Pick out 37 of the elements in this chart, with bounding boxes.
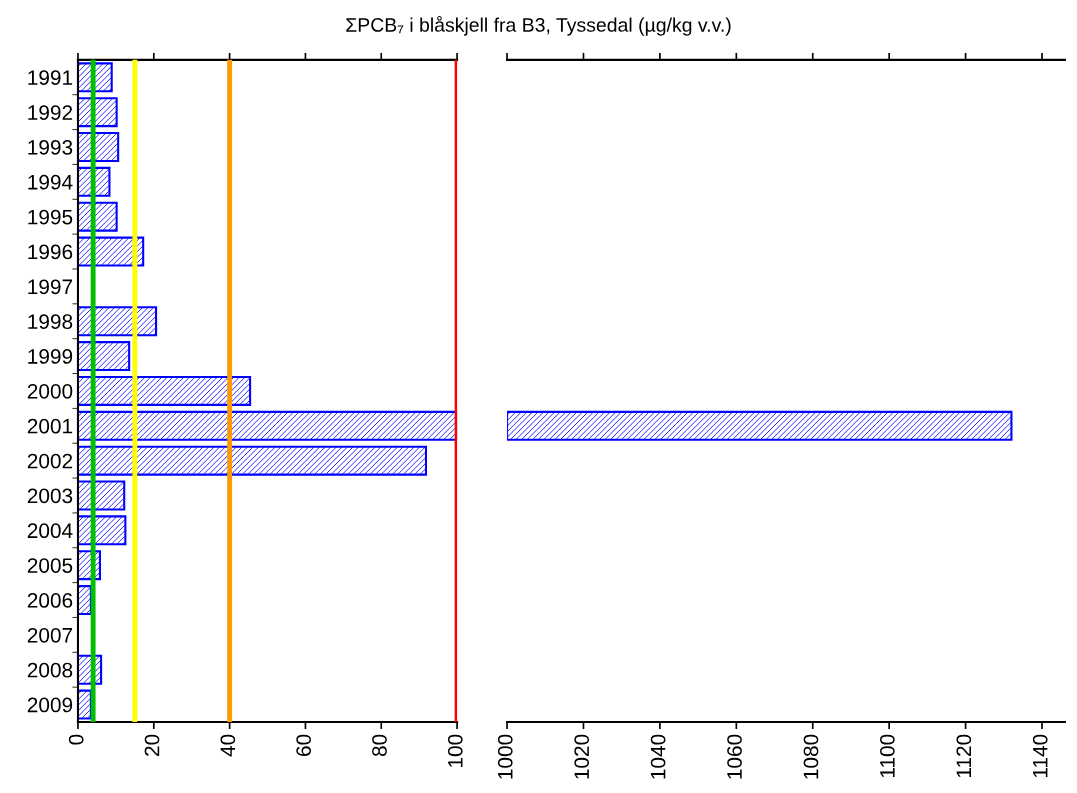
y-tick-label: 1995	[28, 209, 73, 225]
y-tick-label: 2000	[27, 383, 73, 399]
bar	[77, 410, 458, 441]
x-tick-label: 1040	[650, 734, 666, 779]
x-tick-label: 1000	[497, 734, 513, 779]
y-tick-label: 1998	[28, 314, 73, 329]
y-tick-label: 2008	[27, 662, 73, 678]
y-tick-label: 2001	[27, 418, 73, 434]
x-tick-label: 1060	[727, 734, 742, 779]
y-tick-label: 1996	[28, 244, 73, 260]
y-tick-label: 1992	[28, 105, 73, 120]
bar	[77, 375, 252, 406]
y-tick-label: 2006	[27, 593, 73, 608]
x-tick-label: 80	[372, 734, 387, 757]
y-tick-label: 2002	[27, 453, 73, 469]
y-tick-label: 2004	[27, 523, 73, 539]
x-tick-label: 1020	[574, 734, 590, 779]
bar	[77, 445, 428, 476]
x-tick-label: 60	[296, 734, 312, 756]
x-tick-label: 1080	[803, 734, 819, 779]
x-tick-label: 100	[447, 734, 463, 767]
x-tick-label: 20	[144, 734, 160, 756]
y-tick-label: 1999	[28, 349, 73, 364]
x-tick-label: 0	[68, 734, 84, 745]
y-tick-label: 1991	[28, 70, 73, 86]
text: ΣPCB₇ i blåskjell fra B3, Tyssedal (µg/kg v.v.)	[346, 15, 731, 36]
y-tick-label: 2007	[27, 627, 73, 643]
y-tick-label: 1997	[28, 279, 73, 295]
x-tick-label: 1100	[880, 734, 895, 778]
y-tick-label: 2005	[27, 558, 73, 573]
x-tick-label: 1120	[956, 734, 972, 778]
y-tick-label: 2003	[27, 488, 73, 504]
x-tick-label: 40	[220, 734, 236, 757]
x-tick-label: 1140	[1032, 734, 1048, 778]
y-tick-label: 2009	[27, 697, 73, 713]
y-tick-label: 1993	[28, 140, 73, 155]
y-tick-label: 1994	[28, 174, 73, 190]
